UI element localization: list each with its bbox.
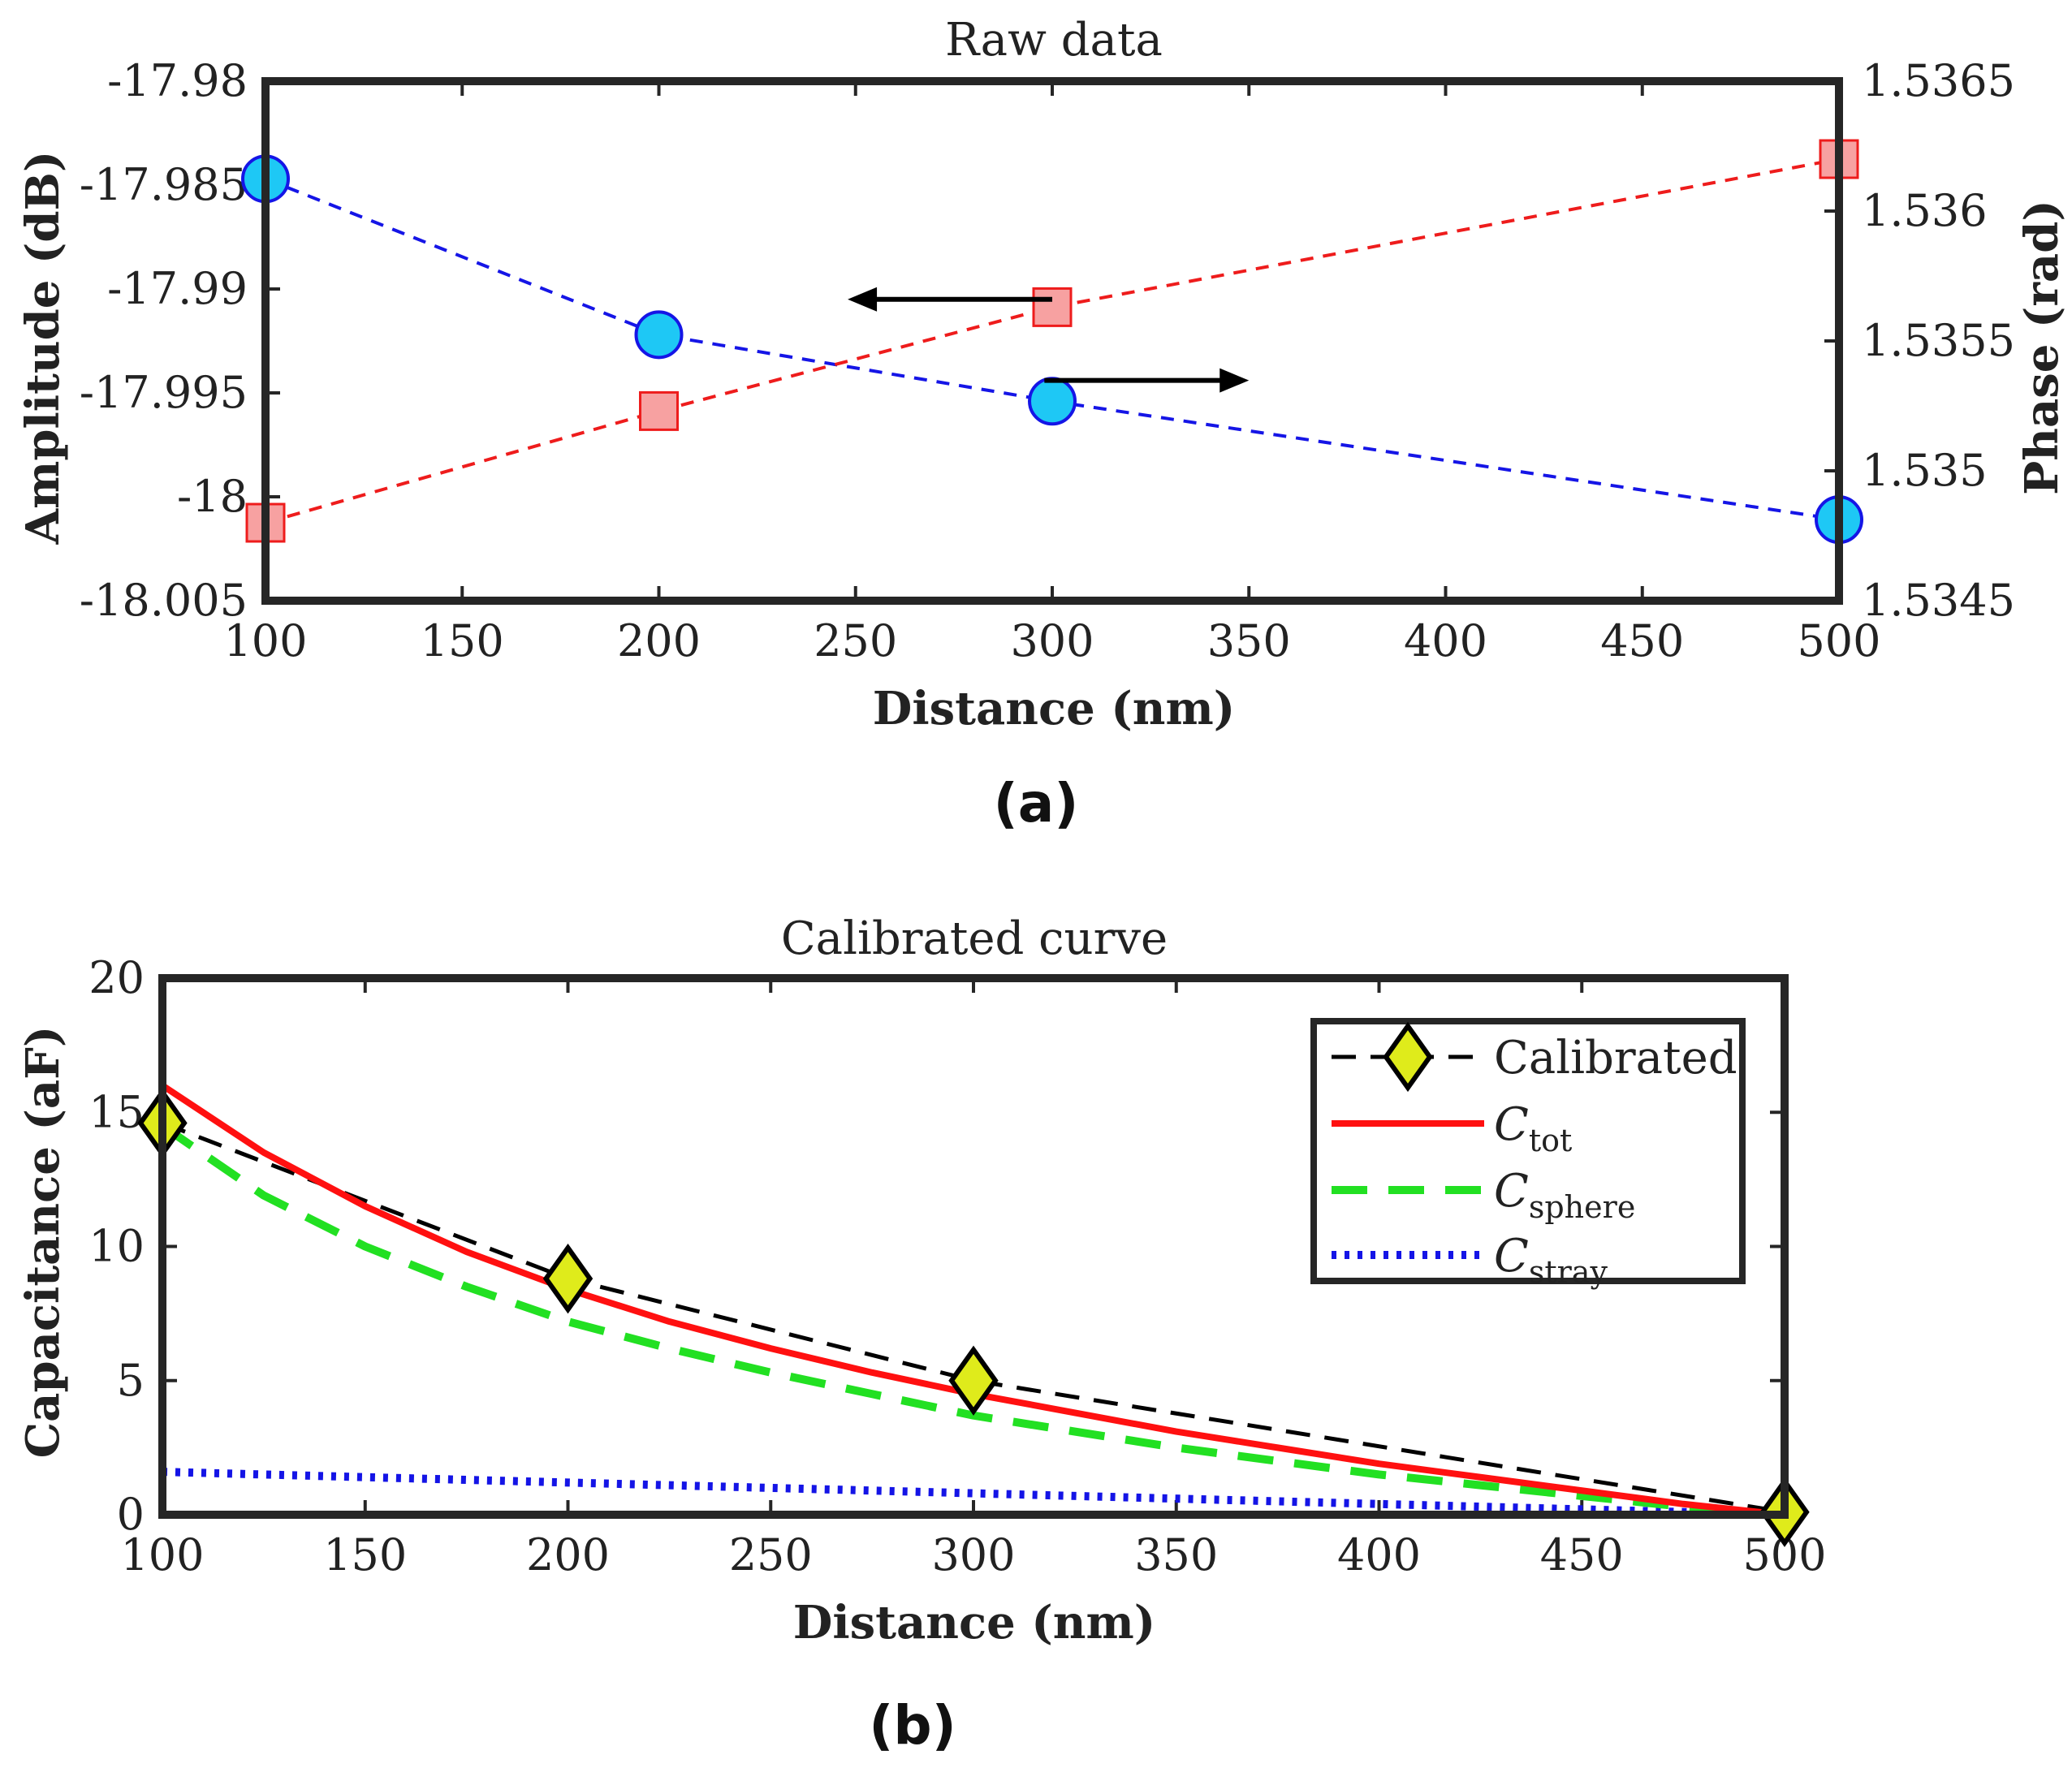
legend-label-main: C xyxy=(1494,1165,1529,1218)
legend-label-main: C xyxy=(1494,1230,1529,1283)
panel-a-raw-data: Raw data 100 150 200 250 300 350 400 450 500 -17… xyxy=(16,14,2069,834)
panel-a-right-y-axis-label: Phase (rad) xyxy=(2015,200,2069,495)
panel-a-x-tick-labels: 100 150 200 250 300 350 400 450 500 xyxy=(223,615,1880,666)
panel-a-x-axis-label: Distance (nm) xyxy=(873,682,1235,735)
x-tick-label: 250 xyxy=(814,615,897,666)
legend-label-subscript: tot xyxy=(1529,1123,1572,1158)
panel-b-x-axis-label: Distance (nm) xyxy=(793,1596,1155,1649)
y-right-tick-label: 1.5345 xyxy=(1862,575,2015,626)
legend-entry-calibrated: Calibrated xyxy=(1332,1021,1737,1093)
y-tick-label: 5 xyxy=(117,1355,145,1406)
y-left-tick-label: -17.995 xyxy=(80,367,248,418)
legend-label-subscript: stray xyxy=(1529,1254,1608,1290)
amplitude-point xyxy=(634,310,684,360)
amplitude-line xyxy=(265,177,1840,522)
y-left-tick-label: -18 xyxy=(177,471,248,522)
x-tick-label: 150 xyxy=(421,615,504,666)
arrow-to-right-axis xyxy=(1044,368,1250,393)
x-tick-label: 400 xyxy=(1404,615,1487,666)
legend-label: Calibrated xyxy=(1494,1032,1737,1085)
y-tick-label: 0 xyxy=(117,1489,145,1540)
legend-swatch-diamond xyxy=(1383,1021,1433,1093)
panel-a-right-y-tick-labels: 1.5365 1.536 1.5355 1.535 1.5345 xyxy=(1862,55,2015,626)
panel-b-title: Calibrated curve xyxy=(781,912,1168,965)
panel-a-axis-arrows xyxy=(848,287,1250,393)
x-tick-label: 100 xyxy=(120,1529,204,1580)
calibrated-point xyxy=(948,1345,999,1416)
panel-a-label: (a) xyxy=(994,772,1079,834)
x-tick-label: 400 xyxy=(1337,1529,1421,1580)
panel-b-y-tick-labels: 0 5 10 15 20 xyxy=(88,952,145,1540)
arrow-head xyxy=(1219,368,1250,393)
y-right-tick-label: 1.536 xyxy=(1862,185,1988,236)
legend-entry-cstray: Cstray xyxy=(1332,1230,1608,1290)
x-tick-label: 300 xyxy=(931,1529,1015,1580)
x-tick-label: 100 xyxy=(223,615,307,666)
x-tick-label: 450 xyxy=(1540,1529,1624,1580)
x-tick-label: 350 xyxy=(1134,1529,1218,1580)
panel-a-series xyxy=(241,139,1863,545)
panel-b-y-axis-label: Capacitance (aF) xyxy=(16,1026,70,1459)
y-tick-label: 20 xyxy=(88,952,145,1003)
legend-entry-csphere: Csphere xyxy=(1332,1165,1635,1225)
legend-label-subscript: sphere xyxy=(1529,1189,1635,1225)
legend-entry-ctot: Ctot xyxy=(1332,1098,1572,1158)
x-tick-label: 350 xyxy=(1207,615,1291,666)
calibrated-curve xyxy=(162,1121,1785,1515)
y-right-tick-label: 1.5355 xyxy=(1862,315,2015,366)
panel-b-series xyxy=(137,1082,1810,1547)
panel-b-x-tick-labels: 100 150 200 250 300 350 400 450 500 xyxy=(120,1529,1826,1580)
phase-point xyxy=(639,390,679,431)
x-tick-label: 200 xyxy=(617,615,701,666)
y-right-tick-label: 1.5365 xyxy=(1862,55,2015,106)
panel-a-axes-box xyxy=(261,77,1843,605)
panel-a-title: Raw data xyxy=(945,14,1163,67)
calibrated-point xyxy=(542,1243,594,1314)
x-tick-label: 200 xyxy=(526,1529,610,1580)
legend-label: Csphere xyxy=(1494,1165,1635,1225)
panel-b-calibrated-curve: Calibrated curve 100 150 200 250 300 350 400 45… xyxy=(16,912,1827,1757)
y-tick-label: 15 xyxy=(88,1086,145,1137)
x-tick-label: 450 xyxy=(1600,615,1684,666)
legend-label: Ctot xyxy=(1494,1098,1572,1158)
y-left-tick-label: -17.98 xyxy=(107,55,248,106)
legend-box xyxy=(1310,1018,1746,1284)
panel-a-left-y-tick-labels: -17.98 -17.985 -17.99 -17.995 -18 -18.005 xyxy=(80,55,248,626)
phase-point xyxy=(1032,287,1073,327)
legend-label-main: C xyxy=(1494,1098,1529,1151)
y-tick-label: 10 xyxy=(88,1221,145,1272)
stray-curve xyxy=(162,1468,1785,1519)
x-tick-label: 500 xyxy=(1797,615,1880,666)
amplitude-point xyxy=(1028,377,1077,426)
arrow-head xyxy=(848,287,878,312)
y-left-tick-label: -18.005 xyxy=(80,575,248,626)
x-tick-label: 300 xyxy=(1010,615,1094,666)
legend-label-main: Calibrated xyxy=(1494,1032,1737,1085)
legend-label: Cstray xyxy=(1494,1230,1608,1290)
x-tick-label: 150 xyxy=(323,1529,407,1580)
panel-b-label: (b) xyxy=(869,1694,956,1757)
x-tick-label: 250 xyxy=(729,1529,813,1580)
panel-a-plot-area xyxy=(265,81,1839,601)
y-left-tick-label: -17.99 xyxy=(107,263,248,314)
panel-b-axes-box xyxy=(158,974,1789,1519)
y-right-tick-label: 1.535 xyxy=(1862,445,1988,496)
phase-line xyxy=(265,157,1840,524)
y-left-tick-label: -17.985 xyxy=(80,159,248,210)
arrow-to-left-axis xyxy=(848,287,1052,312)
panel-a-left-y-axis-label: Amplitude (dB) xyxy=(16,151,70,545)
